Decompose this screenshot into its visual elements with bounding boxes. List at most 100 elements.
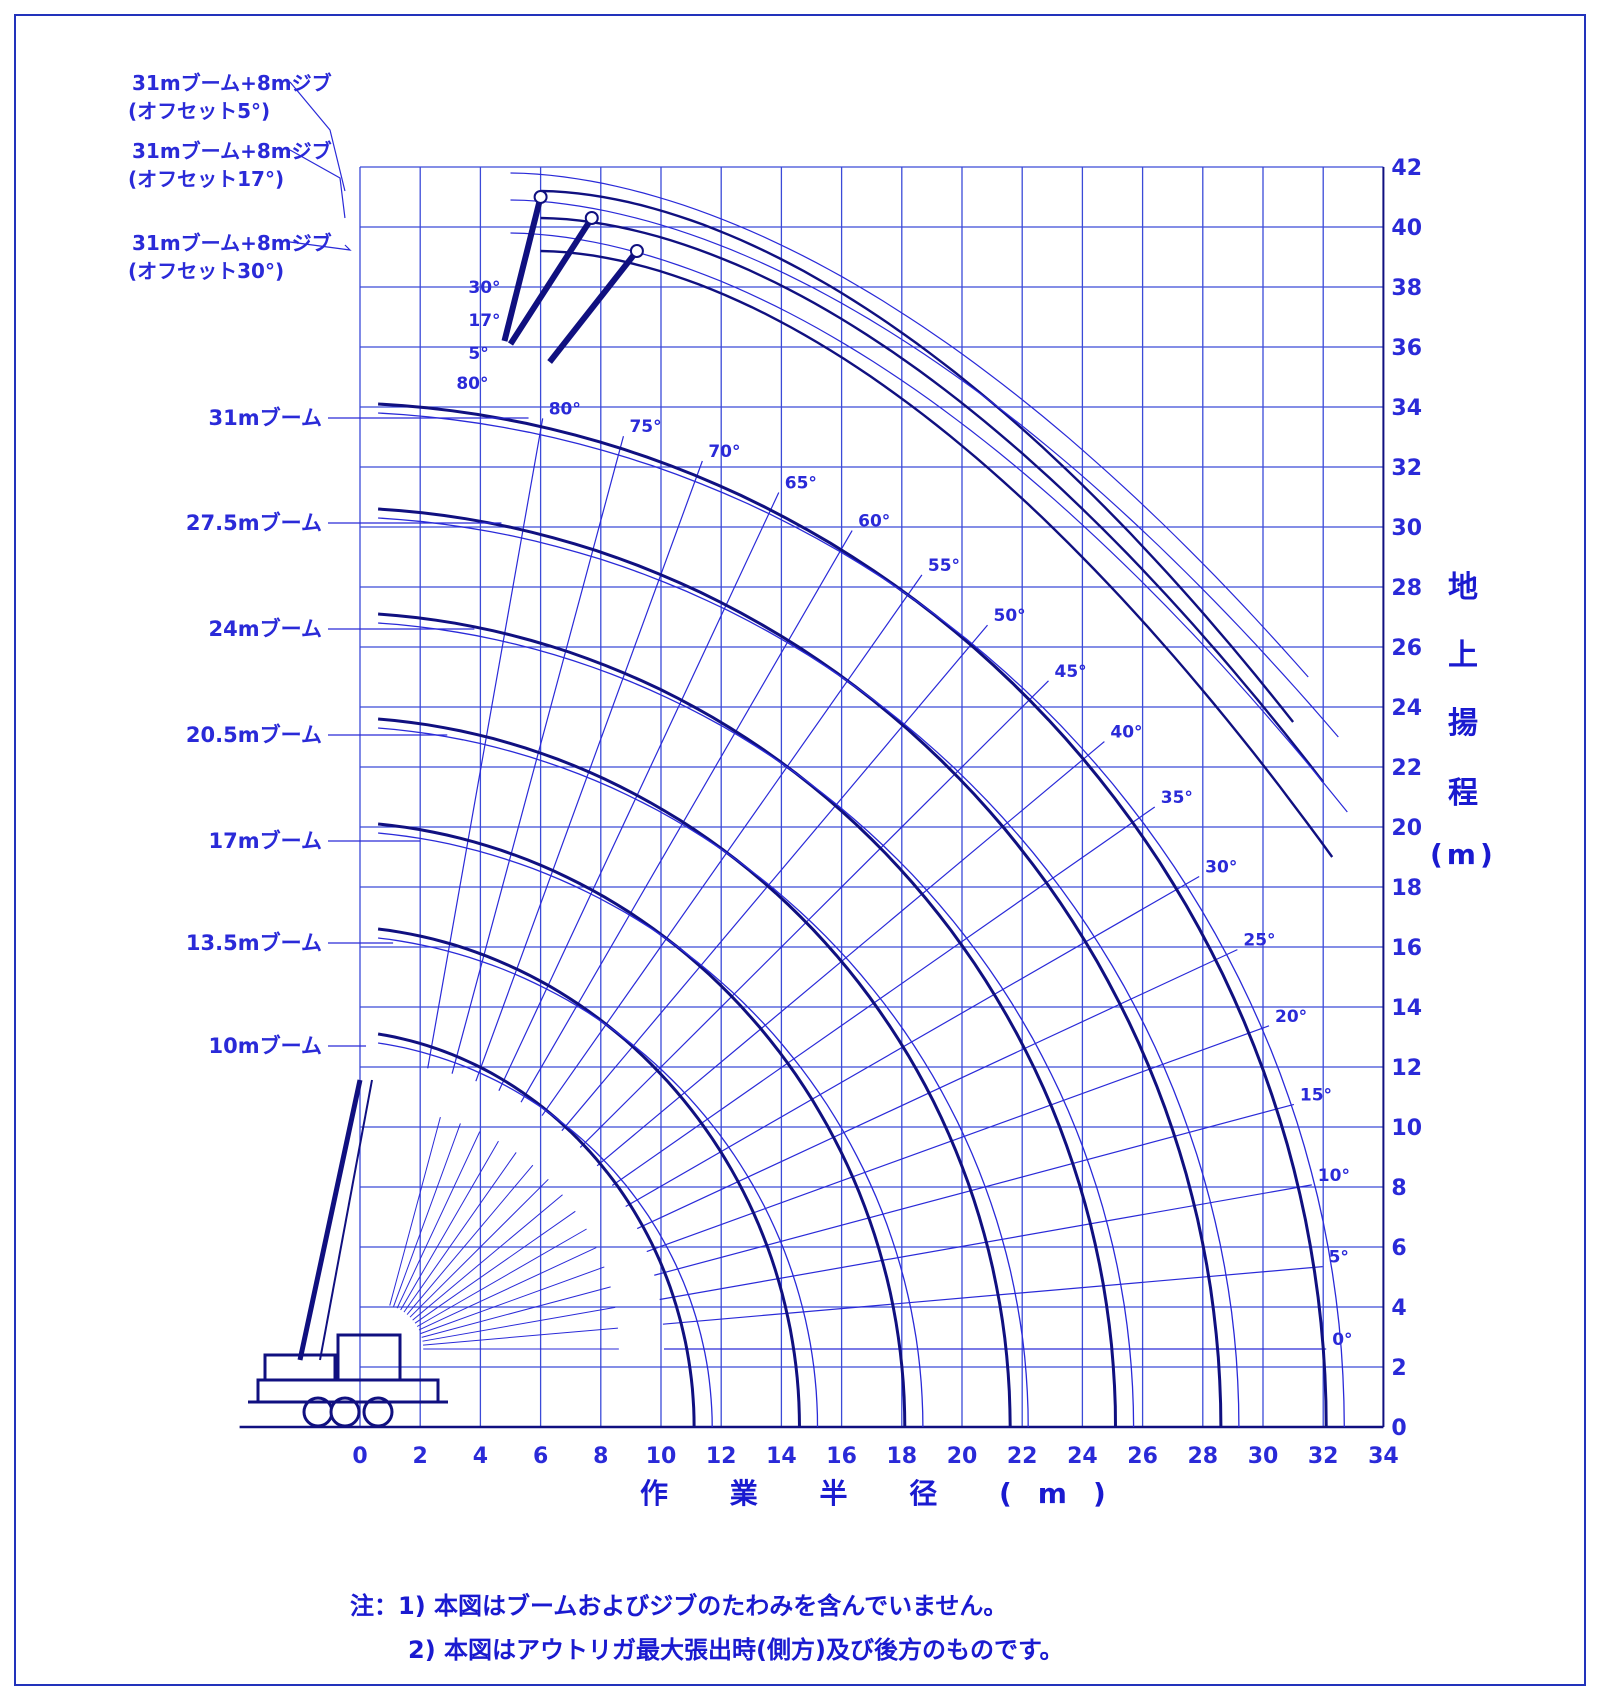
fan-ray <box>421 1286 611 1338</box>
x-tick-label: 10 <box>646 1444 677 1469</box>
jib-curve-2 <box>540 249 1334 858</box>
angle-label-80-top: 80° <box>456 374 488 394</box>
x-tick-label: 2 <box>413 1444 428 1469</box>
jib-curve-thin-2 <box>510 232 1348 813</box>
jib-leader <box>289 241 352 251</box>
jib-member-2 <box>547 249 640 364</box>
angle-label-40: 40° <box>1110 723 1142 743</box>
jib-curve-1 <box>540 216 1325 783</box>
crane-wheel <box>329 1396 361 1428</box>
y-tick-label: 30 <box>1391 516 1422 541</box>
jib-tip-2 <box>629 244 644 258</box>
fan-ray <box>422 1327 618 1346</box>
y-tick-label: 2 <box>1391 1356 1406 1381</box>
y-tick-label: 34 <box>1391 396 1422 421</box>
angle-label-60: 60° <box>858 512 890 532</box>
angle-line-35 <box>611 806 1156 1187</box>
fan-ray <box>400 1140 499 1311</box>
angle-line-80 <box>427 418 544 1069</box>
y-tick-label: 22 <box>1391 756 1422 781</box>
angle-line-45 <box>579 680 1049 1148</box>
y-tick-label: 24 <box>1391 696 1422 721</box>
note-1: 注：1) 本図はブームおよびジブのたわみを含んでいません。 <box>350 1592 1008 1620</box>
y-tick-label: 6 <box>1391 1236 1406 1261</box>
boom-arc-thin-24 <box>378 622 1135 1428</box>
angle-label-20: 20° <box>1275 1007 1307 1027</box>
x-tick-label: 8 <box>593 1444 608 1469</box>
crane-boom-base-2 <box>319 1079 373 1361</box>
angle-line-60 <box>520 530 853 1103</box>
angle-label-50: 50° <box>994 606 1026 626</box>
y-title-unit: (m) <box>1430 838 1497 871</box>
jib-tip-1 <box>584 211 599 225</box>
boom-arc-27.5 <box>377 507 1223 1428</box>
x-tick-label: 24 <box>1067 1444 1098 1469</box>
angle-label-25: 25° <box>1243 931 1275 951</box>
angle-line-55 <box>541 574 923 1116</box>
x-tick-label: 0 <box>352 1444 367 1469</box>
jib-offset-label: (オフセット5°) <box>128 99 270 123</box>
boom-arc-thin-13.5 <box>378 937 819 1428</box>
fan-ray <box>412 1194 563 1321</box>
jib-curves: 30° 17° 5° 80° <box>456 172 1348 858</box>
angle-label-10: 10° <box>1318 1166 1350 1186</box>
jib-member-1 <box>507 216 595 346</box>
axis-ticks: 0 2 4 6 8 10 12 14 16 18 20 22 24 26 28 30 32 34024681012… <box>352 156 1422 1469</box>
crane-drawing <box>248 1079 448 1428</box>
y-title-char-2: 上 <box>1448 638 1478 673</box>
y-tick-label: 16 <box>1391 936 1422 961</box>
jib-offset-label: (オフセット30°) <box>128 259 284 283</box>
boom-label: 27.5mブーム <box>186 511 322 535</box>
boom-arc-20.5 <box>377 717 1012 1428</box>
jib-offset-mark: 17° <box>468 311 500 331</box>
crane-wheel <box>362 1396 394 1428</box>
fan-ray <box>418 1247 597 1331</box>
fan-ray <box>396 1131 481 1309</box>
boom-angle-lines: 0° 5° 10° 15° 20° 25° 30° 35° 40° 45° 50° 55° 60° 65°… <box>389 399 1353 1350</box>
angle-label-5: 5° <box>1329 1248 1349 1268</box>
diagram-frame <box>14 14 1586 1686</box>
note-2: 2) 本図はアウトリガ最大張出時(側方)及び後方のものです。 <box>408 1636 1064 1664</box>
boom-label: 24mブーム <box>209 617 322 641</box>
boom-label: 13.5mブーム <box>186 931 322 955</box>
boom-label: 31mブーム <box>209 406 322 430</box>
y-tick-label: 28 <box>1391 576 1422 601</box>
jib-curve-thin-1 <box>510 199 1339 738</box>
angle-line-20 <box>646 1025 1270 1253</box>
angle-line-15 <box>654 1103 1295 1276</box>
boom-arc-31 <box>378 402 1328 1428</box>
boom-label: 20.5mブーム <box>186 723 322 747</box>
fan-ray <box>409 1178 549 1318</box>
y-tick-label: 0 <box>1391 1416 1406 1441</box>
fan-ray <box>416 1228 587 1327</box>
angle-line-30 <box>625 875 1200 1208</box>
jib-tip-0 <box>533 190 548 204</box>
y-title-char-3: 揚 <box>1448 706 1478 741</box>
x-tick-label: 26 <box>1127 1444 1158 1469</box>
boom-arc-thin-27.5 <box>378 517 1240 1428</box>
boom-arcs <box>377 402 1345 1428</box>
jib-label: 31mブーム+8mジブ <box>132 71 332 95</box>
y-tick-label: 10 <box>1391 1116 1422 1141</box>
y-tick-label: 8 <box>1391 1176 1406 1201</box>
angle-line-5 <box>662 1266 1323 1325</box>
y-tick-label: 40 <box>1391 216 1422 241</box>
jib-member-0 <box>501 196 544 342</box>
x-tick-label: 20 <box>947 1444 978 1469</box>
jib-offset-label: (オフセット17°) <box>128 167 284 191</box>
boom-arc-13.5 <box>377 927 801 1428</box>
angle-label-15: 15° <box>1300 1085 1332 1105</box>
angle-label-55: 55° <box>928 556 960 576</box>
y-tick-label: 36 <box>1391 336 1422 361</box>
x-tick-label: 4 <box>473 1444 488 1469</box>
x-tick-label: 30 <box>1248 1444 1279 1469</box>
boom-labels: 10mブーム 13.5mブーム 17mブーム 20.5mブーム 24mブーム 27.5mブ… <box>128 71 529 1058</box>
x-tick-label: 6 <box>533 1444 548 1469</box>
jib-offset-mark: 5° <box>468 344 488 364</box>
y-tick-label: 12 <box>1391 1056 1422 1081</box>
angle-line-40 <box>596 741 1105 1167</box>
crane-cab <box>336 1333 402 1382</box>
angle-line-50 <box>561 624 988 1132</box>
angle-label-70: 70° <box>708 442 740 462</box>
